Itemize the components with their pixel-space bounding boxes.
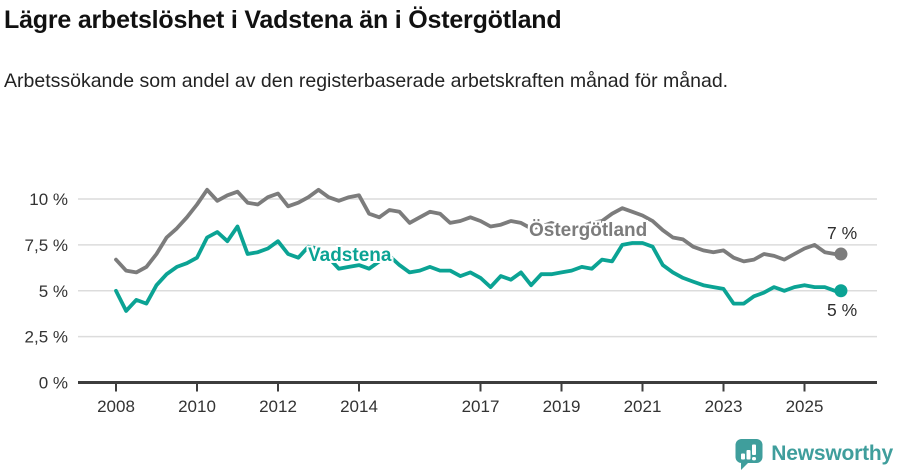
end-dot-östergötland	[834, 247, 848, 261]
end-value-label-vadstena: 5 %	[827, 300, 858, 320]
series-label-vadstena: Vadstena	[308, 245, 392, 266]
x-tick-label: 2023	[705, 397, 743, 416]
newsworthy-logo[interactable]: Newsworthy	[734, 437, 893, 471]
y-tick-label: 7,5 %	[25, 236, 68, 255]
page-subtitle: Arbetssökande som andel av den registerb…	[4, 70, 729, 92]
series-label-ostergotland: Östergötland	[529, 220, 648, 241]
x-tick-label: 2019	[543, 397, 581, 416]
y-tick-label: 5 %	[39, 282, 68, 301]
end-value-label-ostergotland: 7 %	[827, 223, 858, 243]
x-tick-label: 2025	[786, 397, 824, 416]
newsworthy-bubble-chart-icon	[735, 438, 763, 470]
x-tick-label: 2021	[624, 397, 662, 416]
end-dot-vadstena	[834, 284, 848, 298]
x-tick-label: 2017	[462, 397, 500, 416]
x-tick-label: 2008	[97, 397, 135, 416]
y-tick-label: 10 %	[29, 190, 68, 209]
x-tick-label: 2014	[340, 397, 378, 416]
page-title: Lägre arbetslöshet i Vadstena än i Öster…	[4, 6, 562, 34]
y-tick-label: 2,5 %	[25, 328, 68, 347]
brand-name: Newsworthy	[771, 442, 893, 465]
series-line-vadstena	[114, 224, 843, 313]
x-tick-label: 2010	[178, 397, 216, 416]
x-tick-label: 2012	[259, 397, 297, 416]
y-tick-label: 0 %	[39, 374, 68, 393]
series-line-östergötland	[114, 187, 843, 275]
